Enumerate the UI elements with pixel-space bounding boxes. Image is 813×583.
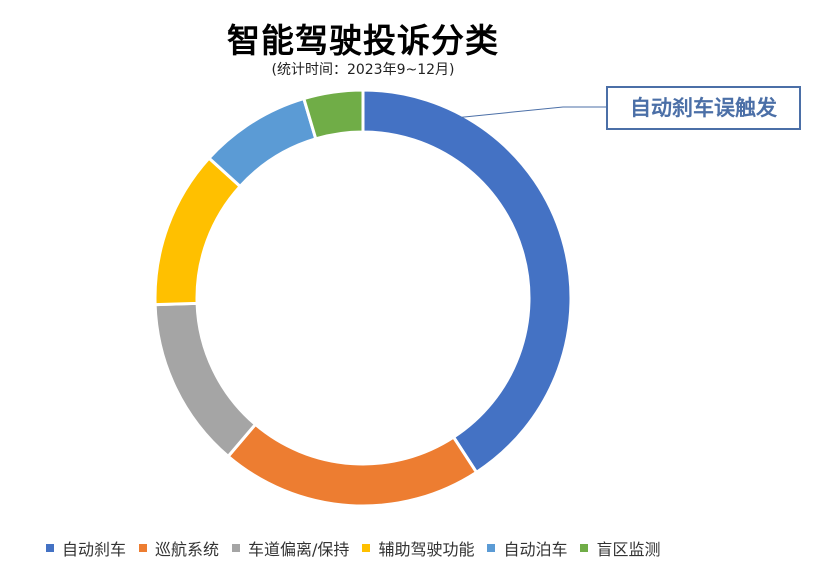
legend-item: 车道偏离/保持: [232, 536, 349, 560]
donut-slice-6: [301, 88, 365, 141]
legend-swatch: [232, 544, 241, 552]
legend-swatch: [46, 544, 54, 552]
donut-slice-4: [153, 156, 243, 307]
callout-leader-line: [461, 106, 606, 118]
legend-swatch: [139, 544, 148, 552]
legend-swatch: [362, 544, 371, 552]
chart-title: 智能驾驶投诉分类: [227, 21, 499, 60]
donut-slice-5: [206, 96, 318, 189]
callout-annotation: 自动刹车误触发: [606, 86, 801, 130]
legend-swatch: [487, 544, 496, 552]
legend-swatch: [580, 544, 589, 552]
donut-slice-3: [153, 301, 258, 459]
chart-subtitle: (统计时间：2023年9~12月): [271, 62, 455, 78]
legend-label: 自动泊车: [503, 540, 568, 559]
donut-slice-1: [361, 88, 573, 475]
legend-item: 盲区监测: [580, 536, 660, 560]
donut-slice-2: [226, 422, 479, 508]
legend-item: 自动刹车: [46, 536, 126, 560]
chart-legend: 自动刹车 巡航系统 车道偏离/保持 辅助驾驶功能 自动泊车 盲区监测: [46, 536, 786, 560]
legend-label: 自动刹车: [62, 540, 127, 559]
legend-label: 盲区监测: [596, 540, 661, 559]
legend-item: 辅助驾驶功能: [362, 536, 474, 560]
legend-label: 辅助驾驶功能: [378, 540, 475, 559]
legend-item: 巡航系统: [139, 536, 219, 560]
legend-item: 自动泊车: [487, 536, 567, 560]
legend-label: 巡航系统: [155, 540, 220, 559]
legend-label: 车道偏离/保持: [248, 540, 350, 559]
